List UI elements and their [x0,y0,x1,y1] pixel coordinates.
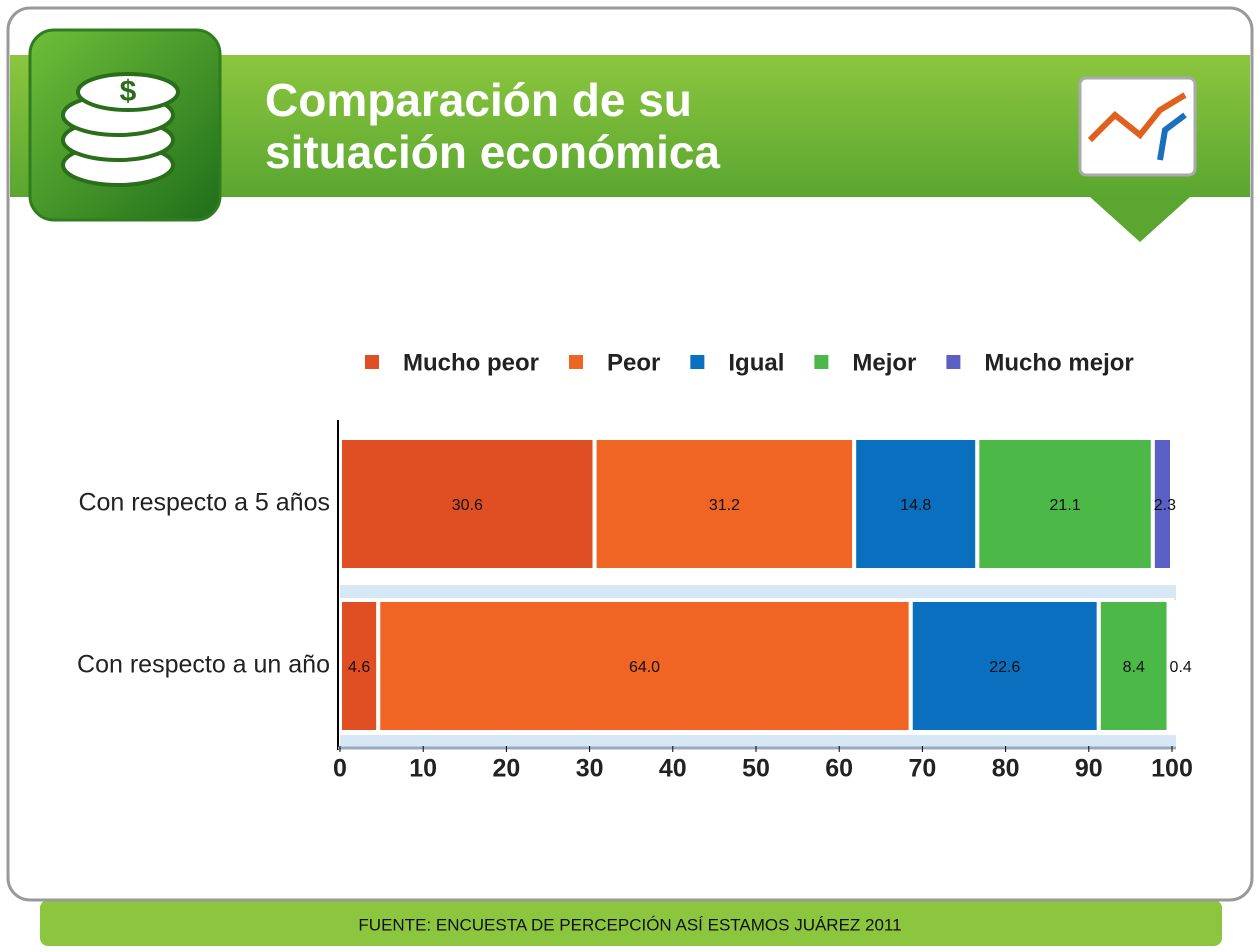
data-label: 30.6 [452,497,483,514]
legend-swatch [946,355,961,369]
banner-pointer [1090,197,1190,242]
x-tick-label: 30 [576,755,604,783]
legend-label: Igual [728,349,784,376]
data-label: 21.1 [1050,497,1081,514]
slide-title: Comparación de su situación económica [265,74,720,178]
legend-label: Peor [607,349,660,376]
bar [1150,436,1175,572]
coins [61,72,180,187]
bar [1166,598,1174,734]
icon-line [1157,112,1187,161]
legend-label: Mucho peor [403,349,539,376]
footer-bar [40,900,1222,946]
bar [376,598,913,734]
data-label: 4.6 [348,659,370,676]
legend-label: Mejor [852,349,916,376]
data-label: 22.6 [989,659,1020,676]
legend-swatch [569,355,583,369]
x-tick-label: 0 [333,755,347,783]
x-tick-label: 100 [1151,755,1193,783]
data-label: 31.2 [709,497,740,514]
chart-icon [1078,76,1197,177]
source: FUENTE: ENCUESTA DE PERCEPCIÓN ASÍ ESTAM… [358,915,901,934]
x-tick-label: 20 [492,755,520,783]
legend-swatch [690,355,705,369]
x-tick-label: 50 [742,755,770,783]
legend-label: Mucho mejor [984,349,1133,376]
plot-floor [340,585,1176,600]
category-label: Con respecto a un año [77,651,330,679]
x-tick-label: 80 [992,755,1020,783]
data-label: 0.4 [1170,659,1192,676]
data-label: 64.0 [629,659,660,676]
dollar: $ [120,75,137,108]
x-tick-label: 90 [1075,755,1103,783]
data-label: 8.4 [1123,659,1145,676]
bar [1096,598,1171,734]
x-tick-label: 40 [659,755,687,783]
data-label: 14.8 [900,497,931,514]
bar [338,436,597,572]
category-label: Con respecto a 5 años [78,489,330,517]
bar [975,436,1155,572]
legend-swatch [365,355,379,369]
legend-swatch [814,355,829,369]
data-label: 2.3 [1154,497,1176,514]
x-tick-label: 60 [825,755,853,783]
icon-line [1087,92,1187,143]
x-tick-label: 10 [409,755,437,783]
x-tick-label: 70 [908,755,936,783]
plot-floor [340,735,1176,747]
